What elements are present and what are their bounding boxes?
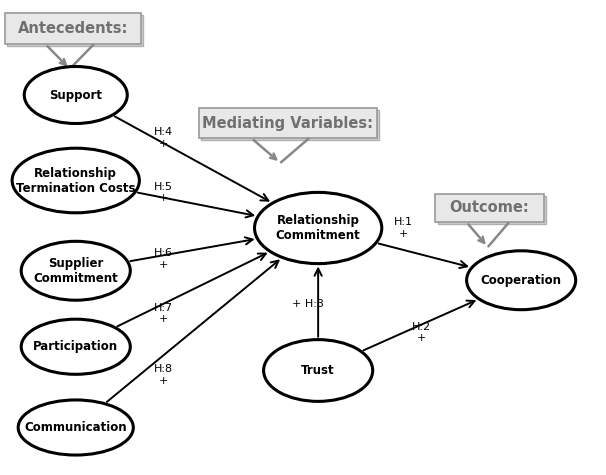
FancyBboxPatch shape: [7, 15, 143, 46]
Ellipse shape: [255, 192, 382, 264]
Text: H:4
+: H:4 +: [154, 127, 173, 149]
Text: H:7
+: H:7 +: [154, 303, 173, 324]
Text: H:5
+: H:5 +: [154, 181, 173, 203]
Text: H:8
+: H:8 +: [154, 364, 173, 386]
Text: Participation: Participation: [33, 340, 118, 353]
Ellipse shape: [21, 241, 130, 300]
Text: H:1
+: H:1 +: [393, 217, 413, 239]
Text: Relationship
Commitment: Relationship Commitment: [276, 214, 361, 242]
FancyBboxPatch shape: [5, 13, 141, 44]
Text: Trust: Trust: [301, 364, 335, 377]
Ellipse shape: [21, 319, 130, 374]
FancyBboxPatch shape: [438, 196, 546, 224]
Text: Cooperation: Cooperation: [481, 274, 562, 287]
Ellipse shape: [264, 340, 373, 401]
Ellipse shape: [24, 66, 127, 124]
FancyBboxPatch shape: [201, 110, 379, 140]
Text: H:6
+: H:6 +: [154, 248, 173, 270]
Text: H:2
+: H:2 +: [411, 322, 431, 343]
Text: Relationship
Termination Costs: Relationship Termination Costs: [16, 167, 136, 194]
Text: Outcome:: Outcome:: [450, 200, 529, 215]
Ellipse shape: [18, 400, 133, 455]
Text: Antecedents:: Antecedents:: [18, 21, 128, 36]
Text: Mediating Variables:: Mediating Variables:: [202, 115, 373, 131]
FancyBboxPatch shape: [199, 108, 377, 138]
Text: + H:3: + H:3: [292, 299, 324, 309]
Text: Support: Support: [49, 88, 102, 102]
FancyBboxPatch shape: [435, 194, 544, 222]
Text: Supplier
Commitment: Supplier Commitment: [33, 257, 118, 285]
Ellipse shape: [12, 148, 139, 213]
Text: Communication: Communication: [24, 421, 127, 434]
Ellipse shape: [467, 251, 576, 310]
